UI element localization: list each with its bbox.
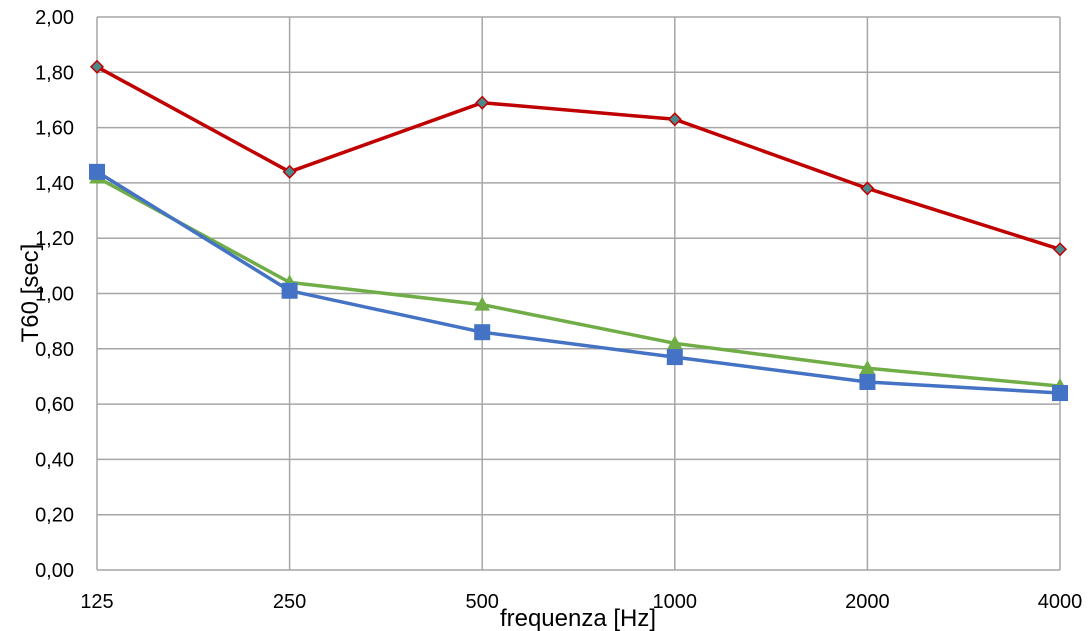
x-tick-label: 125: [80, 591, 113, 613]
series-1: [89, 59, 1068, 257]
series-line: [96, 65, 1061, 251]
x-tick-label: 2000: [845, 591, 890, 613]
data-point-diamond: [89, 59, 105, 74]
data-point-square: [89, 163, 105, 180]
y-tick-label: 0,40: [35, 449, 74, 471]
x-tick-labels: 125 250 500 1000 2000 4000: [80, 591, 1082, 613]
x-axis-title: frequenza [Hz]: [500, 605, 656, 631]
data-point-square: [666, 349, 683, 366]
y-tick-label: 1,00: [35, 284, 74, 306]
data-point-diamond: [475, 95, 490, 110]
grid-lines: [96, 16, 1061, 571]
data-point-diamond: [860, 181, 875, 196]
data-point-diamond: [1052, 242, 1068, 257]
y-tick-label: 1,20: [35, 228, 74, 250]
y-tick-labels: 0,00 0,20 0,40 0,60 0,80 1,00 1,20 1,40 1,60 1,80…: [35, 7, 74, 582]
y-tick-label: 0,00: [35, 560, 74, 582]
y-tick-label: 1,40: [35, 173, 74, 195]
y-axis-title: T60 [sec]: [17, 244, 44, 343]
data-point-square: [474, 324, 491, 341]
x-tick-label: 1000: [653, 591, 698, 613]
series-3: [89, 163, 1068, 402]
data-point-triangle: [474, 296, 491, 311]
data-point-diamond: [282, 164, 297, 179]
data-point-triangle: [666, 335, 683, 350]
y-tick-label: 2,00: [35, 7, 74, 29]
y-tick-label: 0,80: [35, 339, 74, 361]
data-point-square: [1052, 385, 1068, 402]
x-tick-label: 4000: [1038, 591, 1083, 613]
x-tick-label: 500: [466, 591, 499, 613]
data-point-triangle: [859, 360, 876, 375]
y-tick-label: 1,80: [35, 62, 74, 84]
x-tick-label: 250: [273, 591, 306, 613]
series-line: [96, 175, 1061, 388]
data-point-square: [859, 373, 876, 390]
data-point-diamond: [667, 112, 682, 127]
y-tick-label: 1,60: [35, 118, 74, 140]
y-tick-label: 0,20: [35, 505, 74, 527]
series-group: [89, 59, 1068, 402]
y-tick-label: 0,60: [35, 394, 74, 416]
series-line: [96, 170, 1061, 395]
data-point-square: [281, 282, 298, 299]
